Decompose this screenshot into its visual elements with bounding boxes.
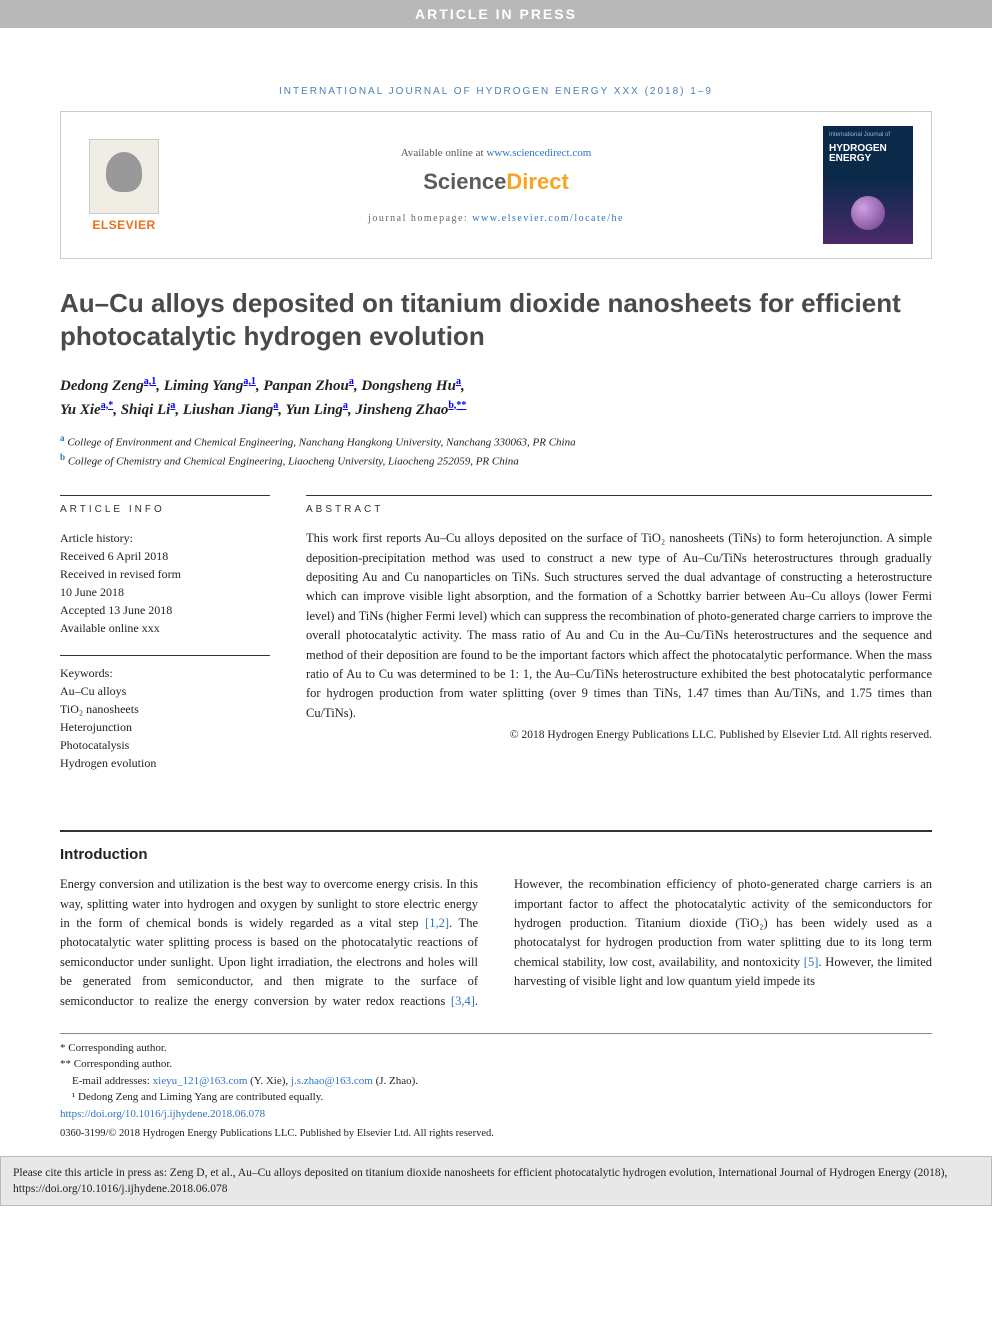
affiliation-a: a College of Environment and Chemical En… [60, 433, 932, 449]
cover-graphic [851, 196, 885, 230]
main-divider [60, 830, 932, 832]
elsevier-text: ELSEVIER [79, 218, 169, 232]
journal-reference: INTERNATIONAL JOURNAL OF HYDROGEN ENERGY… [60, 86, 932, 97]
elsevier-logo[interactable]: ELSEVIER [79, 139, 169, 232]
journal-homepage-link[interactable]: www.elsevier.com/locate/he [472, 213, 624, 224]
header-box: ELSEVIER Available online at www.science… [60, 111, 932, 259]
history-revised-1: Received in revised form [60, 565, 270, 583]
history-label: Article history: [60, 529, 270, 547]
email-2-name: (J. Zhao). [373, 1075, 418, 1087]
keywords-label: Keywords: [60, 664, 270, 682]
ref-link-1-2[interactable]: [1,2] [425, 916, 449, 930]
intro-text-1: Energy conversion and utilization is the… [60, 877, 478, 930]
footnotes: * Corresponding author. ** Corresponding… [60, 1033, 932, 1142]
ref-link-3-4[interactable]: [3,4] [451, 994, 475, 1008]
author-1: Dedong Zeng [60, 378, 144, 394]
abstract-copyright: © 2018 Hydrogen Energy Publications LLC.… [306, 729, 932, 741]
keyword-4: Photocatalysis [60, 736, 270, 754]
corresponding-2: ** Corresponding author. [60, 1056, 932, 1073]
keywords-block: Keywords: Au–Cu alloys TiO₂ nanosheets H… [60, 664, 270, 772]
article-title: Au–Cu alloys deposited on titanium dioxi… [60, 287, 932, 352]
journal-homepage-line: journal homepage: www.elsevier.com/locat… [181, 213, 811, 224]
keyword-1: Au–Cu alloys [60, 682, 270, 700]
email-1-name: (Y. Xie), [247, 1075, 290, 1087]
history-received: Received 6 April 2018 [60, 547, 270, 565]
sciencedirect-logo[interactable]: ScienceDirect [181, 169, 811, 195]
info-divider [60, 655, 270, 656]
author-1-affil: a,1 [144, 376, 157, 387]
citation-box: Please cite this article in press as: Ze… [0, 1156, 992, 1206]
keyword-2: TiO₂ nanosheets [60, 700, 270, 718]
available-prefix: Available online at [401, 147, 487, 159]
corresponding-1: * Corresponding author. [60, 1040, 932, 1057]
keyword-3: Heterojunction [60, 718, 270, 736]
doi-link[interactable]: https://doi.org/10.1016/j.ijhydene.2018.… [60, 1108, 265, 1120]
issn-copyright-line: 0360-3199/© 2018 Hydrogen Energy Publica… [60, 1126, 932, 1142]
sciencedirect-url[interactable]: www.sciencedirect.com [486, 147, 591, 159]
abstract-text: This work first reports Au–Cu alloys dep… [306, 529, 932, 723]
sciencedirect-wordmark: ScienceDirect [423, 169, 569, 194]
abstract-column: ABSTRACT This work first reports Au–Cu a… [306, 495, 932, 790]
history-accepted: Accepted 13 June 2018 [60, 601, 270, 619]
email-line: E-mail addresses: xieyu_121@163.com (Y. … [60, 1073, 932, 1090]
ref-link-5[interactable]: [5] [804, 955, 819, 969]
introduction-heading: Introduction [60, 846, 932, 863]
elsevier-tree-icon [89, 139, 159, 214]
cover-small-title: International Journal of [829, 132, 907, 138]
equal-contribution-note: ¹ Dedong Zeng and Liming Yang are contri… [72, 1089, 932, 1106]
article-in-press-banner: ARTICLE IN PRESS [0, 0, 992, 28]
history-revised-2: 10 June 2018 [60, 583, 270, 601]
info-abstract-row: ARTICLE INFO Article history: Received 6… [60, 495, 932, 790]
history-online: Available online xxx [60, 619, 270, 637]
cover-large-title: HYDROGENENERGY [829, 144, 887, 164]
introduction-body: Energy conversion and utilization is the… [60, 875, 932, 1011]
email-label: E-mail addresses: [72, 1075, 153, 1087]
homepage-prefix: journal homepage: [368, 213, 472, 224]
article-info-heading: ARTICLE INFO [60, 495, 270, 519]
email-1[interactable]: xieyu_121@163.com [153, 1075, 248, 1087]
article-history: Article history: Received 6 April 2018 R… [60, 529, 270, 637]
journal-cover-thumbnail[interactable]: International Journal of HYDROGENENERGY [823, 126, 913, 244]
affiliation-b: b College of Chemistry and Chemical Engi… [60, 452, 932, 468]
header-center: Available online at www.sciencedirect.co… [169, 147, 823, 224]
email-2[interactable]: j.s.zhao@163.com [291, 1075, 373, 1087]
authors-list: Dedong Zenga,1, Liming Yanga,1, Panpan Z… [60, 374, 932, 421]
page-container: INTERNATIONAL JOURNAL OF HYDROGEN ENERGY… [0, 28, 992, 1206]
article-info-column: ARTICLE INFO Article history: Received 6… [60, 495, 270, 790]
keyword-5: Hydrogen evolution [60, 754, 270, 772]
abstract-heading: ABSTRACT [306, 495, 932, 519]
available-online-line: Available online at www.sciencedirect.co… [181, 147, 811, 159]
